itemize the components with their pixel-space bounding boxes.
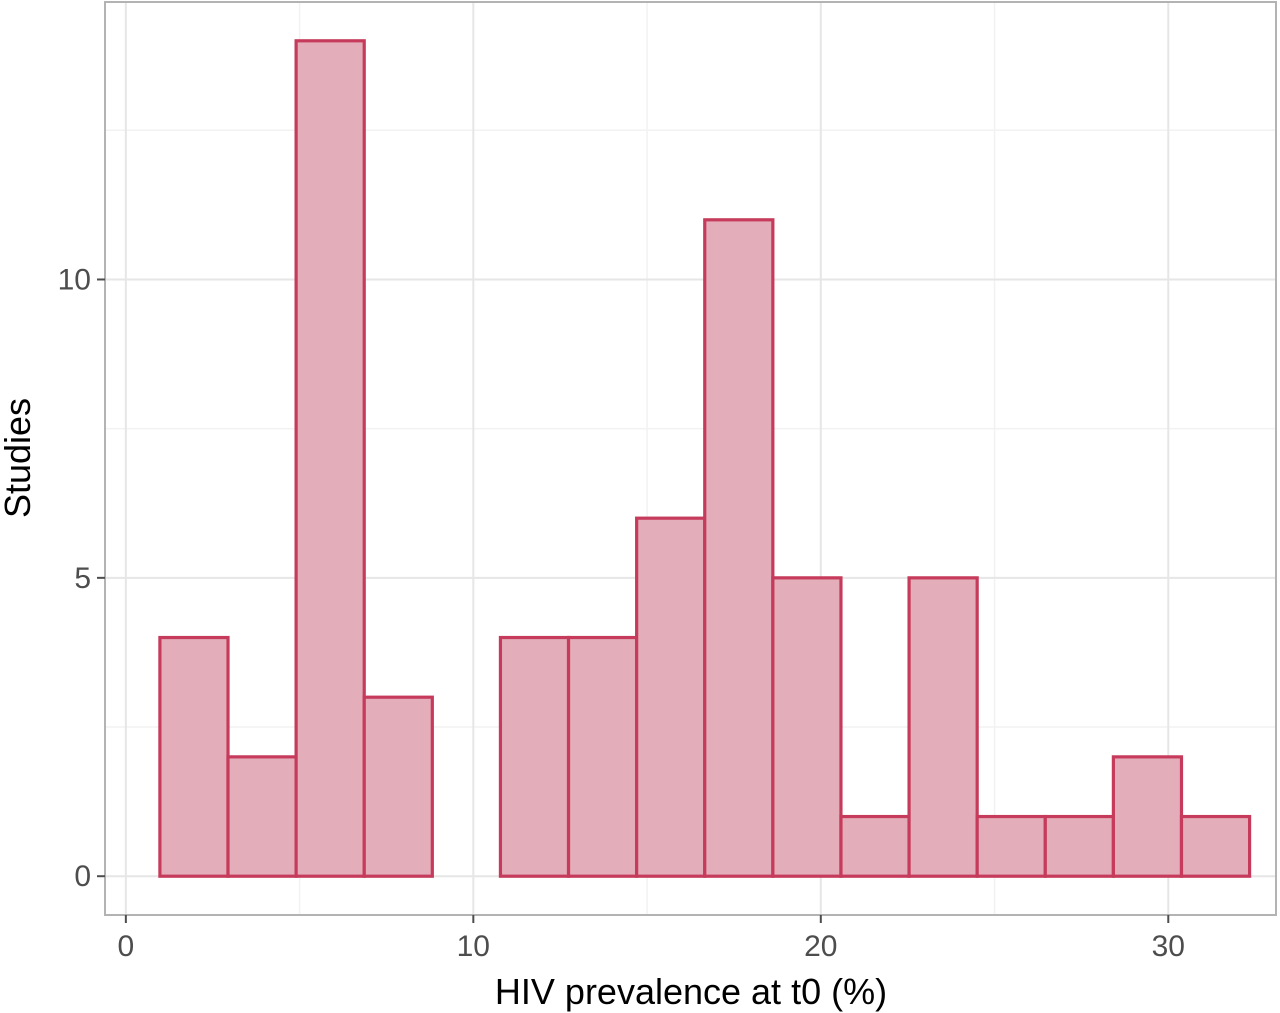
x-axis-title: HIV prevalence at t0 (%)	[495, 971, 887, 1012]
histogram-bar-11	[839, 814, 911, 878]
y-axis-title: Studies	[0, 398, 38, 518]
histogram-bar-14	[1043, 814, 1115, 878]
histogram-bar-2	[226, 755, 298, 878]
histogram-bar-8	[635, 516, 707, 878]
x-tick-label: 30	[1152, 930, 1185, 963]
y-tick-label: 10	[58, 263, 91, 296]
axis-ticks: 0 10 20 30 0 5 10	[58, 263, 1185, 963]
bars	[158, 39, 1252, 878]
histogram-bar-13	[975, 814, 1047, 878]
histogram-bar-1	[158, 635, 230, 878]
histogram-bar-10	[771, 576, 843, 878]
y-tick-label: 5	[74, 562, 91, 595]
histogram-bar-3	[294, 39, 366, 878]
x-tick-label: 10	[457, 930, 490, 963]
histogram-bar-15	[1111, 755, 1184, 878]
histogram-bar-12	[907, 576, 979, 878]
y-tick-label: 0	[74, 860, 91, 893]
histogram-bar-4	[362, 695, 434, 878]
panel-border	[104, 1, 1277, 916]
histogram-bar-6	[498, 635, 571, 878]
histogram-bar-7	[566, 635, 639, 878]
x-tick-label: 20	[804, 930, 837, 963]
histogram-bar-16	[1179, 814, 1252, 878]
x-tick-label: 0	[118, 930, 135, 963]
histogram-bar-9	[703, 218, 775, 878]
